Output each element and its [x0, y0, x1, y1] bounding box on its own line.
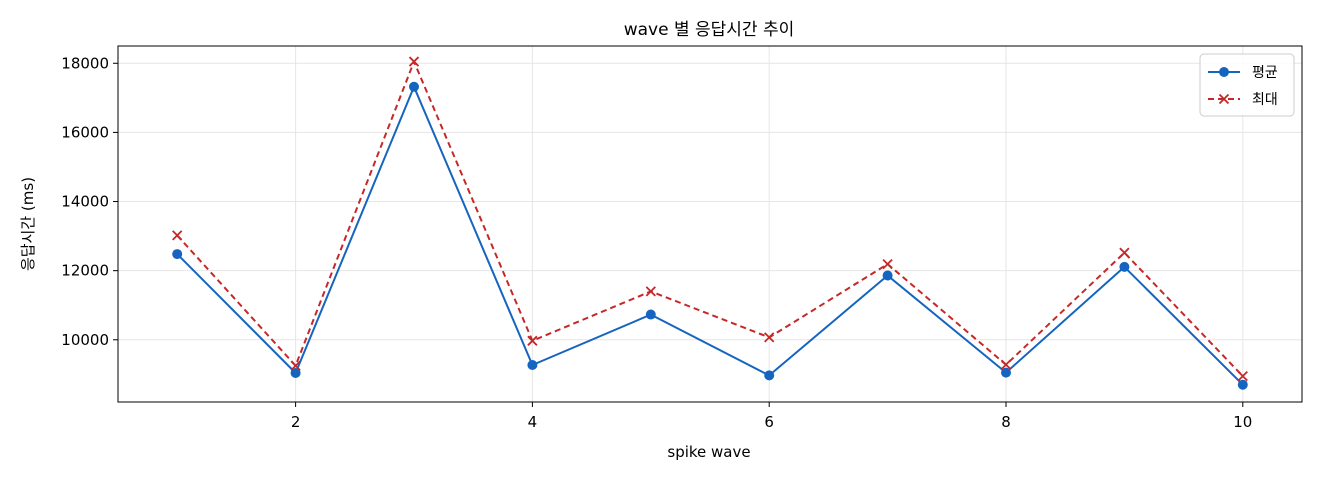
data-point — [527, 335, 538, 346]
data-point — [764, 332, 775, 343]
x-tick-label: 4 — [528, 413, 538, 431]
series-2 — [172, 56, 1248, 382]
y-tick-label: 16000 — [61, 123, 109, 141]
data-point — [1000, 359, 1012, 370]
data-point — [1119, 247, 1130, 258]
data-point — [764, 370, 775, 381]
y-axis-label: 응답시간 (ms) — [19, 177, 37, 271]
data-point — [645, 309, 656, 320]
x-tick-label: 8 — [1001, 413, 1011, 431]
y-tick-label: 10000 — [61, 331, 109, 349]
data-point — [172, 230, 183, 241]
legend-marker — [1218, 93, 1230, 105]
x-tick-label: 2 — [291, 413, 301, 431]
x-tick-label: 6 — [764, 413, 774, 431]
data-point — [1237, 370, 1248, 382]
data-point — [1237, 379, 1248, 390]
legend-entry: 평균 — [1208, 65, 1278, 81]
data-point — [1001, 367, 1011, 378]
y-tick-label: 12000 — [61, 262, 109, 280]
grid — [118, 46, 1302, 402]
data-point — [172, 249, 183, 260]
y-tick-label: 18000 — [61, 54, 109, 72]
series-line — [176, 60, 1244, 377]
data-point — [527, 360, 538, 371]
data-point — [290, 367, 301, 378]
series-layer — [172, 56, 1248, 390]
data-point — [882, 258, 893, 270]
y-tick-label: 14000 — [61, 193, 109, 211]
data-point — [408, 56, 420, 67]
legend-entry: 최대 — [1208, 92, 1278, 108]
data-point — [882, 270, 893, 281]
data-point — [290, 360, 301, 371]
legend-box — [1199, 53, 1295, 117]
x-tick-label: 10 — [1233, 413, 1252, 431]
data-point — [1119, 261, 1130, 272]
x-axis: 2 4 6 8 10 — [291, 402, 1252, 431]
data-point — [409, 81, 419, 92]
chart-title: wave 별 응답시간 추이 — [624, 20, 795, 40]
y-axis: 10000 12000 14000 16000 18000 — [61, 54, 118, 349]
legend-label: 평균 — [1252, 65, 1278, 81]
series-1 — [172, 81, 1248, 390]
legend-marker — [1219, 67, 1229, 77]
series-line — [176, 85, 1244, 386]
data-point — [645, 286, 656, 297]
legend-label: 최대 — [1252, 92, 1278, 108]
x-axis-label: spike wave — [667, 443, 750, 461]
plot-frame — [117, 45, 1303, 403]
